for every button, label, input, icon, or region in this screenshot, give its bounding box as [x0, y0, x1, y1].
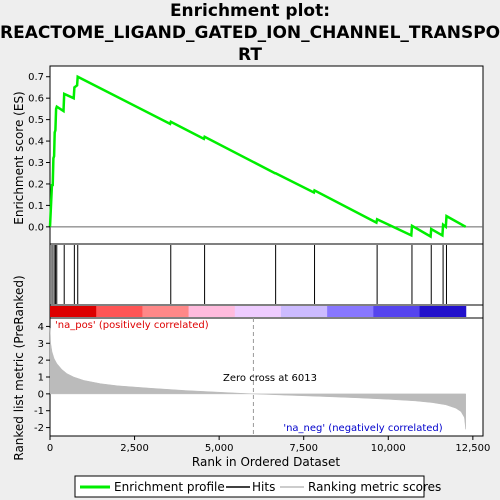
es-layer	[48, 74, 483, 239]
x-tick-label-1: 2,500	[120, 443, 149, 454]
x-axis-label: Rank in Ordered Dataset	[192, 455, 340, 469]
es-y-tick-label-0: 0.0	[28, 222, 44, 233]
es-y-tick-label-6: 0.6	[28, 94, 44, 105]
es-profile-line	[48, 74, 467, 239]
rank-y-tick-label-0: -2	[34, 423, 44, 434]
rank-y-tick-label-1: -1	[34, 406, 44, 417]
es-y-tick-label-5: 0.5	[28, 115, 44, 126]
colorbar-segment-1	[96, 306, 143, 317]
legend-label-ranking: Ranking metric scores	[308, 480, 441, 494]
ranking-metric-area	[49, 328, 466, 430]
colorbar-segment-7	[373, 306, 421, 317]
es-y-tick-label-2: 0.2	[28, 179, 44, 190]
es-y-tick-label-7: 0.7	[28, 72, 44, 83]
colorbar-segment-6	[327, 306, 374, 317]
x-tick-label-3: 7,500	[289, 443, 318, 454]
x-tick-label-4: 10,000	[371, 443, 406, 454]
rank-y-tick-label-5: 3	[38, 339, 44, 350]
zero-cross-label: Zero cross at 6013	[223, 373, 317, 384]
rank-y-axis-label: Ranked list metric (PreRanked)	[12, 275, 26, 460]
colorbar-layer	[50, 306, 467, 317]
colorbar-segment-2	[142, 306, 190, 317]
colorbar-segment-4	[234, 306, 282, 317]
es-y-tick-label-1: 0.1	[28, 201, 44, 212]
x-tick-label-0: 0	[47, 443, 53, 454]
rank-y-tick-label-2: 0	[38, 389, 44, 400]
colorbar-segment-5	[280, 306, 328, 317]
es-y-tick-label-3: 0.3	[28, 158, 44, 169]
es-y-tick-label-4: 0.4	[28, 137, 44, 148]
axes-layer: 0.0 0.1 0.2 0.3 0.4 0.5 0.6 0.7 -2 -1 0 1 2 3 4 0 2,500 5…	[28, 72, 490, 454]
x-tick-label-5: 12,500	[455, 443, 490, 454]
rank-y-tick-label-4: 2	[38, 356, 44, 367]
colorbar-segment-3	[188, 306, 236, 317]
hits-panel-frame	[49, 243, 484, 306]
legend-label-hits: Hits	[252, 480, 275, 494]
pos-label: 'na_pos' (positively correlated)	[55, 320, 209, 331]
colorbar-segment-0	[50, 306, 97, 317]
title-line-1: Enrichment plot:	[169, 1, 331, 21]
x-tick-label-2: 5,000	[205, 443, 234, 454]
title-line-2: REACTOME_LIGAND_GATED_ION_CHANNEL_TRANSP…	[0, 23, 500, 43]
hits-layer	[51, 245, 447, 304]
rank-y-tick-label-6: 4	[38, 322, 44, 333]
rank-y-tick-label-3: 1	[38, 373, 44, 384]
es-panel-frame	[49, 65, 484, 245]
legend-label-enrichment: Enrichment profile	[114, 480, 225, 494]
neg-label: 'na_neg' (negatively correlated)	[283, 423, 442, 434]
colorbar-segment-8	[419, 306, 467, 317]
chart-title: Enrichment plot: REACTOME_LIGAND_GATED_I…	[0, 0, 500, 66]
rank-layer	[49, 318, 466, 436]
title-line-3: RT	[238, 45, 262, 65]
es-y-axis-label: Enrichment score (ES)	[12, 91, 26, 224]
